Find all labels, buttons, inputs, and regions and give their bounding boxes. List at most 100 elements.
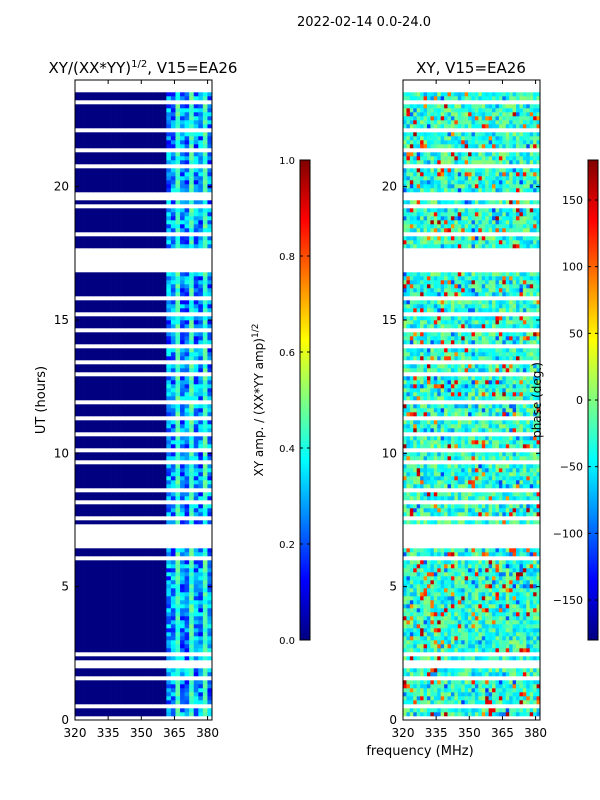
heatmap-cell <box>207 108 212 113</box>
heatmap-cell <box>492 708 496 713</box>
heatmap-cell <box>125 280 131 285</box>
heatmap-cell <box>464 608 469 613</box>
heatmap-cell <box>88 184 94 189</box>
heatmap-cell <box>79 212 85 217</box>
heatmap-cell <box>207 336 212 341</box>
heatmap-cell <box>180 708 185 713</box>
heatmap-cell <box>184 568 190 573</box>
heatmap-cell <box>129 396 135 401</box>
heatmap-cell <box>447 696 452 701</box>
heatmap-cell <box>180 672 185 677</box>
heatmap-cell <box>536 640 540 645</box>
heatmap-cell <box>193 592 199 597</box>
heatmap-cell <box>498 668 503 673</box>
heatmap-cell <box>202 668 208 673</box>
heatmap-cell <box>198 236 204 241</box>
heatmap-cell <box>79 168 85 173</box>
heatmap-cell <box>116 288 121 293</box>
heatmap-row <box>75 308 212 313</box>
heatmap-row <box>75 704 212 709</box>
heatmap-cell <box>193 320 199 325</box>
heatmap-cell <box>93 424 99 429</box>
heatmap-cell <box>447 608 452 613</box>
heatmap-cell <box>120 120 126 125</box>
heatmap-cell <box>97 300 103 305</box>
heatmap-cell <box>134 152 140 157</box>
heatmap-cell <box>413 584 417 589</box>
heatmap-cell <box>184 712 190 717</box>
heatmap-cell <box>161 476 167 481</box>
heatmap-cell <box>461 624 465 629</box>
heatmap-cell <box>120 384 126 389</box>
heatmap-cell <box>426 696 431 701</box>
heatmap-cell <box>440 684 445 689</box>
heatmap-cell <box>134 612 140 617</box>
heatmap-cell <box>437 640 441 645</box>
heatmap-cell <box>93 440 99 445</box>
heatmap-cell <box>125 492 131 497</box>
heatmap-cell <box>198 668 204 673</box>
heatmap-cell <box>93 104 99 109</box>
heatmap-cell <box>152 696 158 701</box>
heatmap-cell <box>430 596 435 601</box>
heatmap-cell <box>516 700 520 705</box>
heatmap-row <box>75 140 212 145</box>
heatmap-cell <box>79 276 85 281</box>
heatmap-cell <box>152 404 158 409</box>
heatmap-cell <box>129 620 135 625</box>
heatmap-cell <box>134 568 140 573</box>
heatmap-cell <box>157 564 163 569</box>
heatmap-cell <box>157 612 163 617</box>
heatmap-cell <box>84 216 89 221</box>
heatmap-cell <box>93 668 99 673</box>
heatmap-cell <box>129 564 135 569</box>
heatmap-cell <box>120 592 126 597</box>
heatmap-cell <box>116 152 121 157</box>
heatmap-cell <box>464 644 469 649</box>
heatmap-cell <box>175 424 181 429</box>
heatmap-cell <box>170 656 176 661</box>
heatmap-cell <box>433 600 438 605</box>
heatmap-cell <box>166 168 172 173</box>
heatmap-cell <box>88 160 94 165</box>
heatmap-cell <box>184 240 190 245</box>
heatmap-cell <box>180 656 185 661</box>
heatmap-cell <box>97 116 103 121</box>
heatmap-cell <box>157 588 163 593</box>
heatmap-cell <box>505 672 510 677</box>
heatmap-cell <box>468 628 472 633</box>
heatmap-cell <box>426 692 431 697</box>
heatmap-cell <box>202 364 208 369</box>
heatmap-cell <box>161 696 167 701</box>
heatmap-cell <box>175 240 181 245</box>
heatmap-cell <box>193 632 199 637</box>
heatmap-cell <box>516 692 520 697</box>
heatmap-cell <box>148 384 153 389</box>
heatmap-cell <box>161 380 167 385</box>
heatmap-cell <box>509 604 513 609</box>
heatmap-cell <box>166 236 172 241</box>
heatmap-cell <box>106 608 112 613</box>
heatmap-cell <box>420 624 424 629</box>
heatmap-cell <box>79 628 85 633</box>
heatmap-cell <box>406 616 411 621</box>
heatmap-cell <box>75 712 80 717</box>
heatmap-cell <box>461 632 465 637</box>
heatmap-cell <box>152 688 158 693</box>
heatmap-cell <box>189 348 195 353</box>
heatmap-cell <box>202 628 208 633</box>
heatmap-cell <box>166 224 172 229</box>
heatmap-cell <box>138 320 144 325</box>
heatmap-cell <box>106 668 112 673</box>
heatmap-cell <box>202 156 208 161</box>
heatmap-cell <box>88 504 94 509</box>
heatmap-cell <box>193 308 199 313</box>
heatmap-cell <box>134 284 140 289</box>
heatmap-row <box>75 624 212 629</box>
heatmap-cell <box>152 684 158 689</box>
heatmap-cell <box>468 584 472 589</box>
heatmap-cell <box>106 568 112 573</box>
heatmap-row <box>403 584 540 589</box>
heatmap-cell <box>134 184 140 189</box>
heatmap-cell <box>461 708 465 713</box>
